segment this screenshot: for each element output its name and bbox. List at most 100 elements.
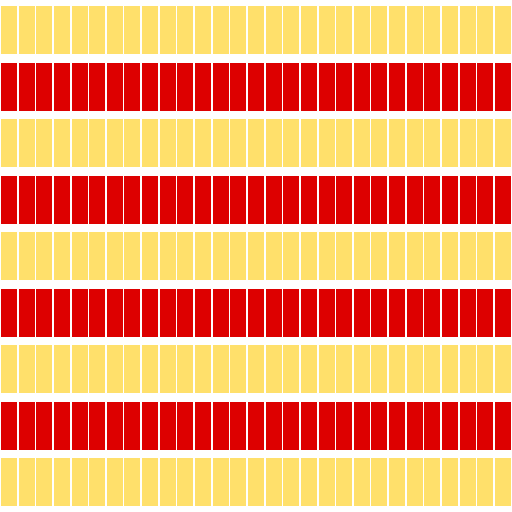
tile-yellow: [477, 119, 493, 167]
stripe-row-yellow: [0, 232, 512, 280]
tile-yellow: [89, 345, 105, 393]
tile-yellow: [107, 458, 123, 506]
tile-red: [407, 176, 423, 224]
tile-red: [266, 402, 282, 450]
tile-yellow: [371, 6, 387, 54]
tile-yellow: [142, 458, 158, 506]
tile-yellow: [89, 232, 105, 280]
tile-yellow: [19, 345, 35, 393]
tile-yellow: [266, 232, 282, 280]
tile-red: [124, 289, 140, 337]
tile-yellow: [389, 345, 405, 393]
tile-red: [319, 402, 335, 450]
tile-red: [19, 176, 35, 224]
tile-red: [142, 289, 158, 337]
tile-yellow: [407, 345, 423, 393]
tile-red: [160, 63, 176, 111]
tile-red: [230, 176, 246, 224]
tile-yellow: [213, 6, 229, 54]
tile-red: [19, 289, 35, 337]
tile-red: [495, 402, 511, 450]
tile-yellow: [107, 345, 123, 393]
tile-yellow: [354, 6, 370, 54]
tile-yellow: [283, 6, 299, 54]
tile-yellow: [301, 6, 317, 54]
tile-red: [389, 402, 405, 450]
tile-yellow: [389, 458, 405, 506]
tile-red: [54, 176, 70, 224]
tile-yellow: [36, 345, 52, 393]
tile-yellow: [319, 345, 335, 393]
tile-yellow: [424, 345, 440, 393]
tile-red: [283, 176, 299, 224]
tile-red: [407, 63, 423, 111]
tile-red: [442, 402, 458, 450]
tile-red: [336, 402, 352, 450]
tile-red: [177, 63, 193, 111]
tile-red: [442, 63, 458, 111]
tile-yellow: [389, 6, 405, 54]
tile-red: [195, 402, 211, 450]
tile-red: [36, 289, 52, 337]
tile-yellow: [124, 345, 140, 393]
stripe-row-yellow: [0, 6, 512, 54]
tile-red: [460, 402, 476, 450]
tile-yellow: [266, 345, 282, 393]
tile-yellow: [177, 458, 193, 506]
tile-red: [142, 176, 158, 224]
tile-yellow: [1, 232, 17, 280]
tile-yellow: [54, 119, 70, 167]
tile-red: [107, 63, 123, 111]
tile-yellow: [107, 232, 123, 280]
tile-red: [301, 289, 317, 337]
tile-yellow: [89, 458, 105, 506]
tile-red: [354, 402, 370, 450]
tile-yellow: [19, 458, 35, 506]
tile-yellow: [336, 458, 352, 506]
tile-red: [371, 289, 387, 337]
tile-red: [319, 289, 335, 337]
tile-red: [336, 63, 352, 111]
tile-red: [89, 289, 105, 337]
tile-yellow: [124, 232, 140, 280]
tile-red: [283, 402, 299, 450]
tile-red: [177, 289, 193, 337]
tile-yellow: [195, 458, 211, 506]
tile-red: [160, 289, 176, 337]
tile-red: [89, 176, 105, 224]
tile-yellow: [160, 458, 176, 506]
tile-yellow: [72, 345, 88, 393]
tile-red: [1, 176, 17, 224]
tile-yellow: [230, 458, 246, 506]
tile-yellow: [371, 232, 387, 280]
tile-yellow: [283, 119, 299, 167]
tile-red: [230, 402, 246, 450]
tile-red: [230, 289, 246, 337]
tile-yellow: [177, 6, 193, 54]
tile-red: [177, 176, 193, 224]
tile-red: [442, 176, 458, 224]
tile-red: [54, 402, 70, 450]
tile-yellow: [160, 232, 176, 280]
tile-yellow: [354, 458, 370, 506]
tile-yellow: [248, 232, 264, 280]
tile-red: [336, 289, 352, 337]
tile-red: [54, 63, 70, 111]
tile-yellow: [160, 119, 176, 167]
tile-yellow: [424, 119, 440, 167]
tile-red: [142, 402, 158, 450]
tile-red: [389, 63, 405, 111]
stripe-row-yellow: [0, 345, 512, 393]
tile-yellow: [230, 345, 246, 393]
tile-red: [36, 176, 52, 224]
tile-yellow: [301, 458, 317, 506]
tile-yellow: [424, 458, 440, 506]
tile-red: [336, 176, 352, 224]
tile-yellow: [230, 232, 246, 280]
tile-red: [1, 402, 17, 450]
tile-red: [124, 63, 140, 111]
tile-red: [195, 63, 211, 111]
tile-yellow: [72, 232, 88, 280]
tile-yellow: [19, 232, 35, 280]
tile-red: [89, 63, 105, 111]
